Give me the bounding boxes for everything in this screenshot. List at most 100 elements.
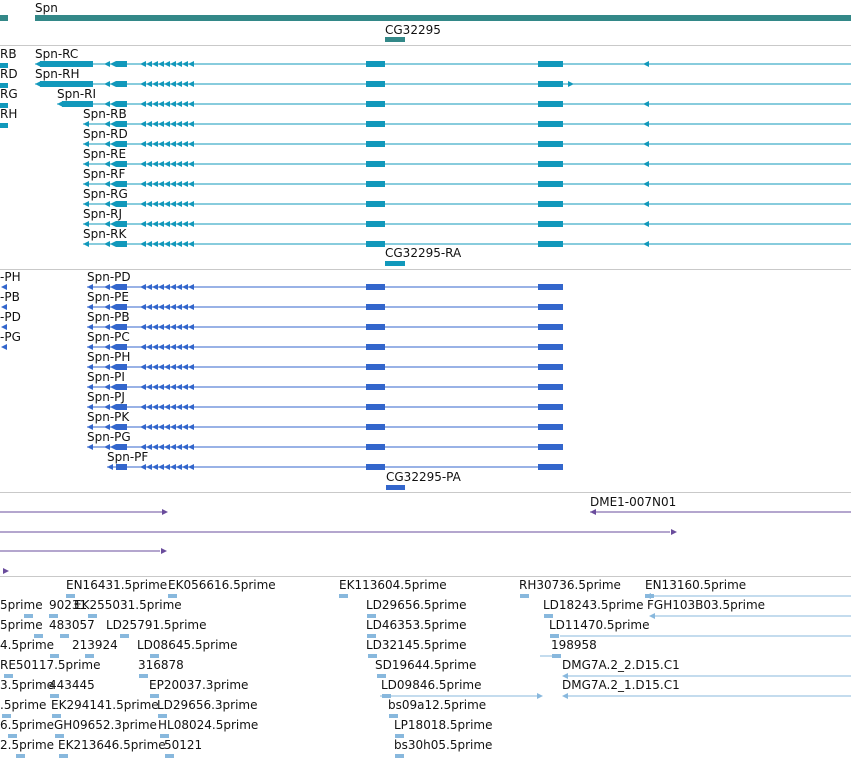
est-label: 3.5prime [0,678,54,692]
est-feature[interactable]: 6.5prime [0,718,54,732]
est-label: HL08024.5prime [158,718,258,732]
est-feature[interactable]: LD29656.5prime [366,598,467,612]
est-feature[interactable]: EK213646.5prime [58,738,166,752]
est-label: EK113604.5prime [339,578,447,592]
est-feature[interactable]: LP18018.5prime [394,718,493,732]
transcript-row[interactable]: Spn-RG [83,187,851,207]
est-feature[interactable]: bs09a12.5prime [388,698,486,712]
protein-row[interactable]: Spn-PH [87,350,563,370]
est-label: 90231 [49,598,87,612]
transcript-row[interactable]: Spn-RE [83,147,851,167]
transcript-label: Spn-RC [35,47,78,61]
est-feature[interactable]: LD46353.5prime [366,618,467,632]
transcript-label: Spn-RK [83,227,128,241]
transcript-row[interactable]: Spn-RF [83,167,851,187]
est-feature[interactable]: LD11470.5prime [549,618,650,632]
protein-label: Spn-PB [87,310,130,324]
est-label: RH30736.5prime [519,578,621,592]
est-label: LD29656.3prime [157,698,258,712]
transcript-row[interactable]: Spn-RC [35,47,851,67]
est-label: EK294141.5prime [51,698,159,712]
gene-cg32295[interactable]: CG32295 [385,23,441,42]
transcript-row[interactable]: Spn-RB [83,107,851,127]
match-dme1-007n01[interactable]: DME1-007N01 [590,495,851,515]
est-feature[interactable]: .5prime [0,698,46,712]
protein-row[interactable]: Spn-PF [107,450,563,470]
protein-label: Spn-PK [87,410,130,424]
est-label: DMG7A.2_2.D15.C1 [562,658,680,672]
est-label: LD25791.5prime [106,618,207,632]
transcript-label: Spn-RG [83,187,128,201]
est-feature[interactable]: DMG7A.2_2.D15.C1 [562,658,680,672]
est-feature[interactable]: 2.5prime [0,738,54,752]
est-feature[interactable]: 90231 [49,598,87,612]
est-label: 5prime [0,598,43,612]
est-feature[interactable]: EK294141.5prime [51,698,159,712]
est-feature[interactable]: 5prime [0,618,43,632]
protein-row[interactable]: Spn-PE [87,290,563,310]
transcript-row[interactable]: Spn-RK [83,227,851,247]
est-feature[interactable]: EN16431.5prime [66,578,167,592]
est-feature[interactable]: EK113604.5prime [339,578,447,592]
protein-row[interactable]: Spn-PJ [87,390,563,410]
transcript-label: CG32295-RA [385,246,462,260]
est-feature[interactable]: LD25791.5prime [106,618,207,632]
est-feature[interactable]: LD18243.5prime [543,598,644,612]
est-feature[interactable]: LD29656.3prime [157,698,258,712]
est-feature[interactable]: EN13160.5prime [645,578,746,592]
protein-row[interactable]: Spn-PI [87,370,563,390]
transcript-label: Spn-RF [83,167,126,181]
protein-label: Spn-PJ [87,390,125,404]
protein-label: Spn-PD [87,270,131,284]
est-feature[interactable]: LD32145.5prime [366,638,467,652]
transcript-label: Spn-RI [57,87,96,101]
est-feature[interactable]: 3.5prime [0,678,54,692]
est-label: 5prime [0,618,43,632]
est-feature[interactable]: EP20037.3prime [149,678,248,692]
est-feature[interactable]: RE50117.5prime [0,658,101,672]
est-feature[interactable]: HL08024.5prime [158,718,258,732]
protein-row[interactable]: Spn-PC [87,330,563,350]
protein-label: -PG [0,330,21,344]
est-feature[interactable]: bs30h05.5prime [394,738,492,752]
est-label: EP20037.3prime [149,678,248,692]
protein-row[interactable]: Spn-PB [87,310,563,330]
est-track: EN16431.5prime EK056616.5prime EK113604.5p… [0,578,851,758]
gene-spn[interactable]: Spn [35,1,851,21]
est-feature[interactable]: 483057 [49,618,95,632]
est-label: 483057 [49,618,95,632]
est-feature[interactable]: 50121 [164,738,202,752]
est-feature[interactable]: 213924 [72,638,118,652]
est-feature[interactable]: LD08645.5prime [137,638,238,652]
protein-row[interactable]: Spn-PK [87,410,563,430]
est-feature[interactable]: EK056616.5prime [168,578,276,592]
est-feature[interactable]: 4.5prime [0,638,54,652]
est-feature[interactable]: 5prime [0,598,43,612]
est-label: SD19644.5prime [375,658,476,672]
transcript-row[interactable]: Spn-RI [57,87,851,107]
protein-row[interactable]: Spn-PG [87,430,563,450]
est-label: 6.5prime [0,718,54,732]
est-label: 443445 [49,678,95,692]
protein-label: Spn-PI [87,370,125,384]
transcript-row[interactable]: Spn-RD [83,127,851,147]
est-feature[interactable]: 443445 [49,678,95,692]
protein-row[interactable]: Spn-PD [87,270,563,290]
protein-row[interactable]: CG32295-PA [386,470,462,490]
est-label: .5prime [0,698,46,712]
est-feature[interactable]: DMG7A.2_1.D15.C1 [562,678,680,692]
protein-label: Spn-PF [107,450,148,464]
est-feature[interactable]: LD09846.5prime [381,678,482,692]
transcript-row[interactable]: Spn-RH [35,67,851,87]
transcript-row[interactable]: CG32295-RA [385,246,462,266]
est-feature[interactable]: FGH103B03.5prime [647,598,765,612]
est-feature[interactable]: 198958 [551,638,597,652]
est-feature[interactable]: EK255031.5prime [74,598,182,612]
transcript-row[interactable]: Spn-RJ [83,207,851,227]
est-feature[interactable]: SD19644.5prime [375,658,476,672]
est-feature[interactable]: 316878 [138,658,184,672]
est-label: 213924 [72,638,118,652]
transcript-label: Spn-RB [83,107,127,121]
est-feature[interactable]: RH30736.5prime [519,578,621,592]
est-feature[interactable]: GH09652.3prime [54,718,157,732]
